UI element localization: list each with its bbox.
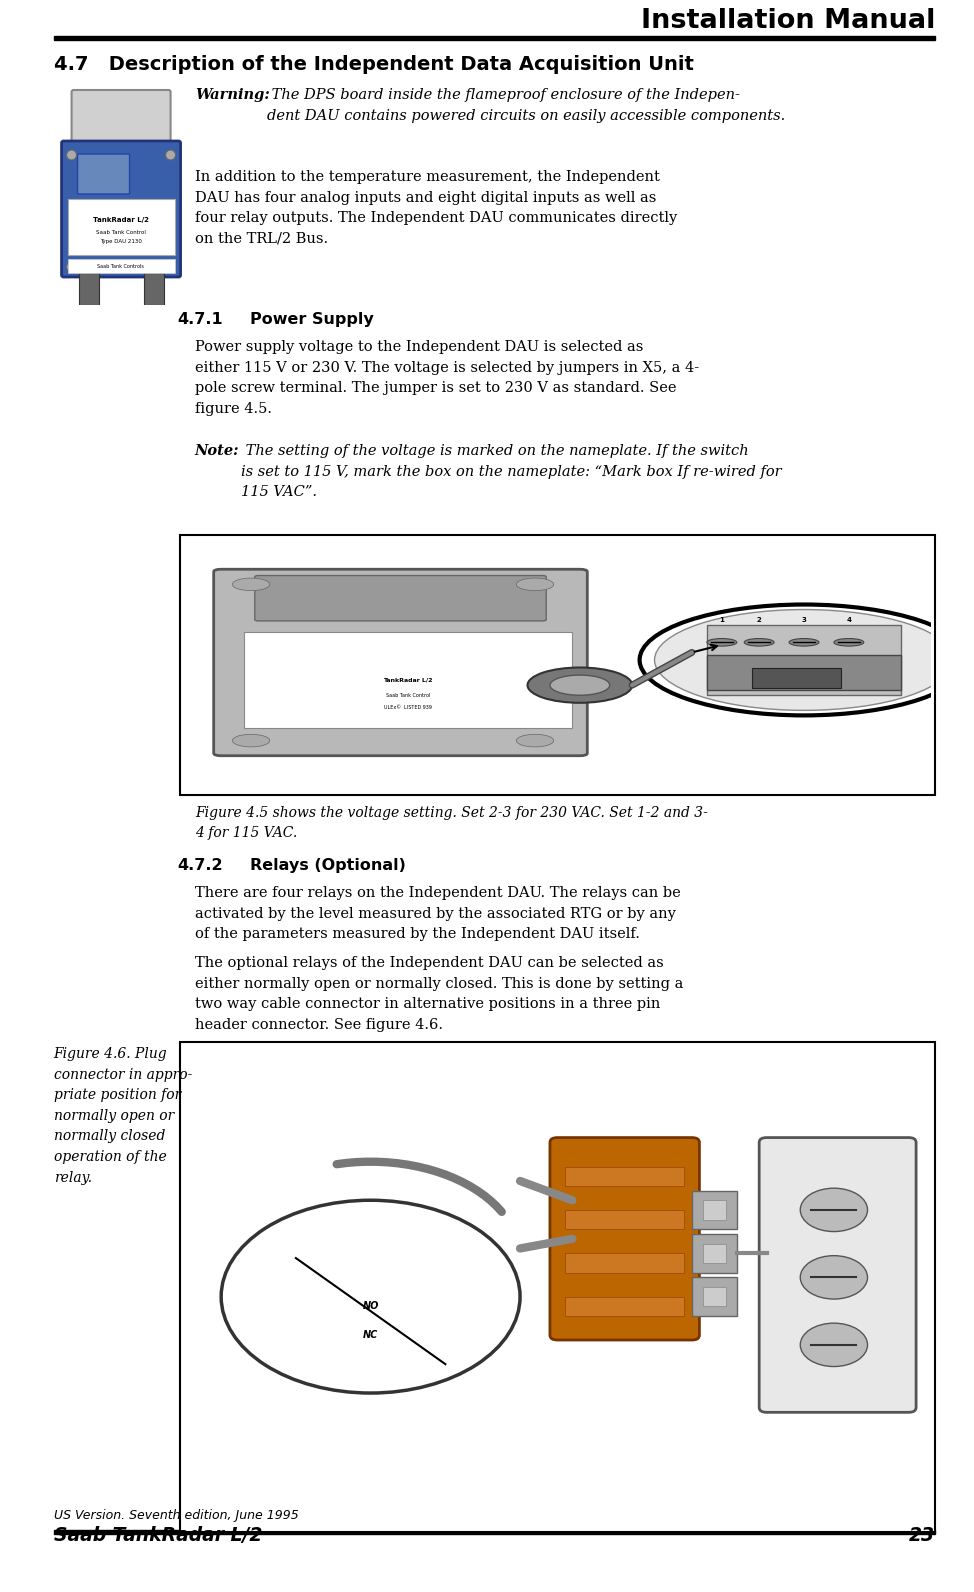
Bar: [79, 272, 98, 306]
Bar: [565, 1296, 685, 1317]
Bar: [180, 535, 935, 794]
Circle shape: [801, 1188, 868, 1232]
Bar: [565, 1167, 685, 1186]
Text: 4.7.2: 4.7.2: [178, 858, 223, 872]
Bar: [703, 1200, 726, 1219]
FancyBboxPatch shape: [255, 576, 546, 621]
Text: 23: 23: [909, 1527, 935, 1544]
Bar: [54, 1530, 935, 1535]
FancyBboxPatch shape: [213, 570, 587, 756]
Text: NO: NO: [362, 1301, 379, 1312]
Text: The DPS board inside the flameproof enclosure of the Indepen-
dent DAU contains : The DPS board inside the flameproof encl…: [267, 88, 785, 123]
Bar: [692, 1277, 736, 1317]
Circle shape: [516, 734, 553, 747]
Bar: [703, 1286, 726, 1307]
Ellipse shape: [707, 638, 736, 646]
Bar: [180, 1043, 935, 1532]
Bar: [565, 1210, 685, 1229]
Circle shape: [801, 1323, 868, 1366]
Text: The setting of the voltage is marked on the nameplate. If the switch
is set to 1: The setting of the voltage is marked on …: [241, 444, 781, 500]
Text: 3: 3: [802, 616, 806, 622]
Text: 4.7   Description of the Independent Data Acquisition Unit: 4.7 Description of the Independent Data …: [54, 56, 693, 73]
Text: ULEx©  LISTED 939: ULEx© LISTED 939: [384, 705, 431, 710]
Bar: [707, 654, 901, 691]
Text: The optional relays of the Independent DAU can be selected as
either normally op: The optional relays of the Independent D…: [195, 957, 683, 1032]
Circle shape: [640, 605, 968, 715]
Circle shape: [516, 578, 553, 591]
Bar: [67, 199, 174, 255]
Text: Saab Tank Control: Saab Tank Control: [386, 693, 431, 697]
Text: 1: 1: [720, 616, 725, 622]
Bar: [54, 37, 935, 40]
Text: TankRadar L/2: TankRadar L/2: [93, 217, 148, 223]
Bar: [244, 632, 573, 728]
Text: Warning:: Warning:: [195, 88, 270, 102]
Bar: [565, 1253, 685, 1272]
Text: Figure 4.5 shows the voltage setting. Set 2-3 for 230 VAC. Set 1-2 and 3-
4 for : Figure 4.5 shows the voltage setting. Se…: [195, 806, 708, 839]
Text: Figure 4.6. Plug
connector in appro-
priate position for
normally open or
normal: Figure 4.6. Plug connector in appro- pri…: [54, 1048, 192, 1184]
Text: 2: 2: [757, 616, 762, 622]
Text: Installation Manual: Installation Manual: [641, 8, 935, 33]
Ellipse shape: [744, 638, 774, 646]
Text: Power Supply: Power Supply: [249, 312, 374, 326]
FancyBboxPatch shape: [550, 1138, 699, 1340]
Circle shape: [801, 1256, 868, 1299]
FancyBboxPatch shape: [71, 91, 170, 151]
Circle shape: [233, 734, 270, 747]
Bar: [692, 1191, 736, 1229]
Text: There are four relays on the Independent DAU. The relays can be
activated by the: There are four relays on the Independent…: [195, 887, 681, 941]
Bar: [707, 624, 901, 696]
Text: NC: NC: [363, 1331, 378, 1340]
Text: Saab TankRadar L/2: Saab TankRadar L/2: [54, 1527, 262, 1544]
Circle shape: [66, 150, 77, 161]
FancyBboxPatch shape: [759, 1138, 917, 1412]
Text: Relays (Optional): Relays (Optional): [249, 858, 406, 872]
Text: Power supply voltage to the Independent DAU is selected as
either 115 V or 230 V: Power supply voltage to the Independent …: [195, 341, 699, 416]
Circle shape: [166, 263, 175, 272]
FancyBboxPatch shape: [78, 154, 130, 194]
Text: TankRadar L/2: TankRadar L/2: [383, 678, 432, 683]
Text: Note:: Note:: [195, 444, 240, 458]
Text: In addition to the temperature measurement, the Independent
DAU has four analog : In addition to the temperature measureme…: [195, 170, 677, 245]
Bar: [67, 259, 174, 272]
Circle shape: [233, 578, 270, 591]
Circle shape: [221, 1200, 520, 1393]
Circle shape: [655, 610, 954, 710]
Circle shape: [166, 150, 175, 161]
Circle shape: [528, 667, 632, 702]
Bar: [143, 272, 164, 306]
Bar: [752, 667, 842, 688]
Circle shape: [66, 263, 77, 272]
Text: Saab Tank Control: Saab Tank Control: [95, 229, 145, 234]
Text: 4.7.1: 4.7.1: [178, 312, 223, 326]
FancyBboxPatch shape: [61, 142, 180, 277]
Text: Type DAU 2130: Type DAU 2130: [99, 239, 141, 245]
Ellipse shape: [789, 638, 819, 646]
Text: US Version. Seventh edition, June 1995: US Version. Seventh edition, June 1995: [54, 1509, 298, 1522]
Text: 4: 4: [846, 616, 851, 622]
Text: Saab Tank Controls: Saab Tank Controls: [97, 264, 144, 269]
Bar: [692, 1234, 736, 1272]
Circle shape: [550, 675, 610, 696]
Ellipse shape: [834, 638, 864, 646]
Bar: [703, 1243, 726, 1262]
